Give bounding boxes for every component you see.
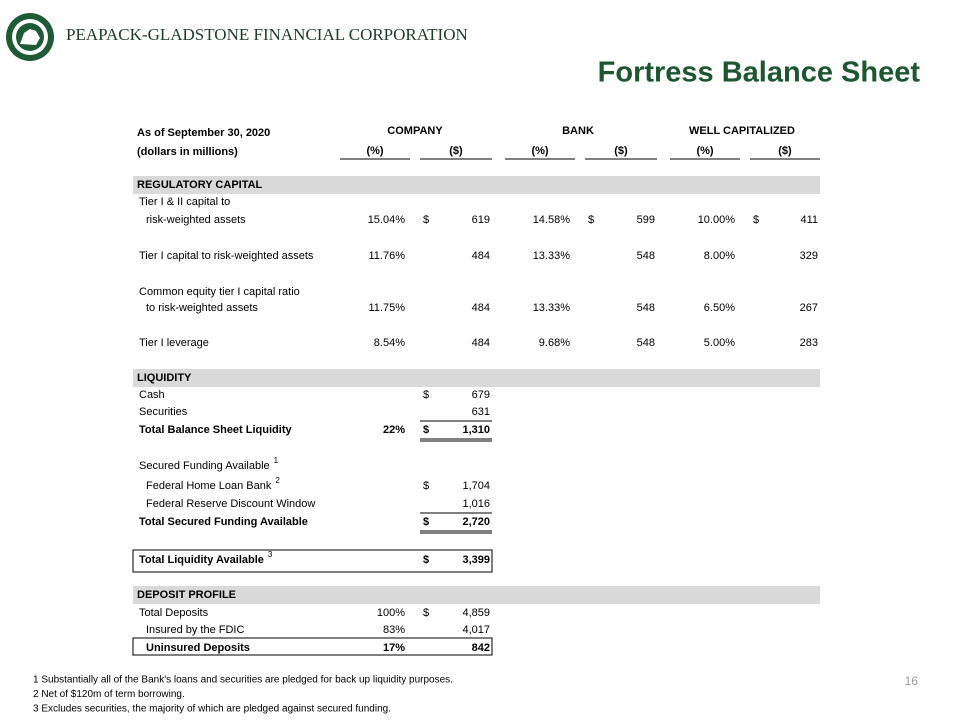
cell-value: 1,016 (462, 498, 490, 510)
page-number: 16 (905, 674, 919, 688)
cell-value: 6.50% (704, 302, 735, 314)
currency-sign: $ (753, 214, 759, 226)
group-header: WELL CAPITALIZED (689, 125, 795, 137)
section-title: DEPOSIT PROFILE (137, 589, 236, 601)
cell-value: 631 (472, 406, 490, 418)
cell-value: 3,399 (462, 554, 490, 566)
row-label: Total Deposits (139, 607, 209, 619)
cell-value: 8.54% (374, 337, 405, 349)
section-title: REGULATORY CAPITAL (137, 179, 263, 191)
column-header: (%) (366, 145, 383, 157)
column-header: ($) (449, 145, 463, 157)
footnote: 2 Net of $120m of term borrowing. (33, 689, 185, 700)
cell-value: 548 (637, 302, 655, 314)
cell-value: 17% (383, 642, 405, 654)
currency-sign: $ (423, 214, 429, 226)
row-label: Tier I & II capital to (139, 196, 230, 208)
section-title: LIQUIDITY (137, 372, 192, 384)
cell-value: 484 (472, 337, 490, 349)
section-bar (133, 586, 820, 604)
cell-value: 548 (637, 250, 655, 262)
currency-sign: $ (423, 480, 429, 492)
footnote-ref: 2 (275, 476, 280, 485)
currency-sign: $ (423, 424, 429, 436)
section-bar (133, 369, 820, 387)
currency-sign: $ (423, 607, 429, 619)
cell-value: 842 (472, 642, 490, 654)
row-label: Securities (139, 406, 188, 418)
cell-value: 10.00% (698, 214, 736, 226)
currency-sign: $ (588, 214, 594, 226)
row-label: risk-weighted assets (146, 214, 246, 226)
row-label: Secured Funding Available (139, 460, 270, 472)
cell-value: 13.33% (533, 250, 571, 262)
cell-value: 100% (377, 607, 405, 619)
total-box (132, 549, 493, 573)
cell-value: 9.68% (539, 337, 570, 349)
column-header: ($) (778, 145, 792, 157)
company-name: PEAPACK-GLADSTONE FINANCIAL CORPORATION (66, 25, 468, 44)
column-header: (%) (531, 145, 548, 157)
row-label: Common equity tier I capital ratio (139, 286, 300, 298)
cell-value: 11.75% (369, 302, 406, 314)
cell-value: 484 (472, 250, 490, 262)
cell-value: 2,720 (462, 516, 490, 528)
cell-value: 411 (800, 214, 818, 226)
row-label: to risk-weighted assets (146, 302, 258, 314)
row-label: Federal Home Loan Bank (146, 480, 272, 492)
cell-value: 1,310 (462, 424, 490, 436)
cell-value: 1,704 (462, 480, 490, 492)
footnote-ref: 1 (274, 456, 279, 465)
cell-value: 13.33% (533, 302, 571, 314)
row-label: Total Balance Sheet Liquidity (139, 424, 292, 436)
row-label: Total Liquidity Available (139, 554, 264, 566)
row-label: Uninsured Deposits (146, 642, 250, 654)
slide-title: Fortress Balance Sheet (598, 57, 921, 89)
column-header: (%) (696, 145, 713, 157)
cell-value: 15.04% (368, 214, 406, 226)
currency-sign: $ (423, 516, 429, 528)
row-label: Total Secured Funding Available (139, 516, 308, 528)
column-header: ($) (614, 145, 628, 157)
cell-value: 484 (472, 302, 490, 314)
as-of: As of September 30, 2020 (137, 127, 270, 139)
row-label: Federal Reserve Discount Window (146, 498, 315, 510)
row-label: Insured by the FDIC (146, 624, 244, 636)
logo (6, 13, 54, 61)
cell-value: 267 (800, 302, 818, 314)
units: (dollars in millions) (137, 146, 238, 158)
section-bar (133, 176, 820, 194)
cell-value: 283 (800, 337, 818, 349)
cell-value: 4,017 (462, 624, 490, 636)
row-label: Tier I leverage (139, 337, 209, 349)
currency-sign: $ (423, 554, 429, 566)
cell-value: 11.76% (369, 250, 406, 262)
cell-value: 5.00% (704, 337, 735, 349)
footnote-ref: 3 (268, 550, 273, 559)
footnote: 1 Substantially all of the Bank's loans … (33, 675, 453, 686)
total-box (132, 637, 493, 656)
cell-value: 83% (383, 624, 405, 636)
cell-value: 619 (472, 214, 490, 226)
cell-value: 548 (637, 337, 655, 349)
footnote: 3 Excludes securities, the majority of w… (33, 704, 391, 715)
cell-value: 679 (472, 389, 490, 401)
row-label: Tier I capital to risk-weighted assets (139, 250, 314, 262)
cell-value: 14.58% (533, 214, 571, 226)
cell-value: 4,859 (462, 607, 490, 619)
row-label: Cash (139, 389, 165, 401)
cell-value: 329 (800, 250, 818, 262)
cell-value: 599 (637, 214, 655, 226)
group-header: BANK (562, 125, 594, 137)
currency-sign: $ (423, 389, 429, 401)
cell-value: 8.00% (704, 250, 735, 262)
cell-value: 22% (383, 424, 405, 436)
group-header: COMPANY (387, 125, 443, 137)
